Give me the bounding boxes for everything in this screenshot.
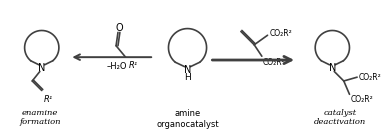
Text: R¹: R¹ [44, 95, 53, 104]
Text: N: N [38, 63, 45, 73]
Text: CO₂R²: CO₂R² [351, 95, 373, 104]
Text: N: N [184, 65, 191, 75]
Text: catalyst
deactivation: catalyst deactivation [314, 109, 366, 126]
Text: N: N [329, 63, 336, 73]
Text: R¹: R¹ [128, 61, 138, 70]
Text: –H₂O: –H₂O [106, 62, 127, 71]
Text: O: O [115, 23, 123, 33]
Text: H: H [184, 73, 191, 82]
Text: CO₂R²: CO₂R² [359, 73, 382, 82]
Text: amine
organocatalyst: amine organocatalyst [156, 109, 219, 129]
Text: CO₂R²: CO₂R² [269, 29, 292, 38]
Text: enamine
formation: enamine formation [19, 109, 61, 126]
Text: CO₂R²: CO₂R² [263, 58, 286, 67]
